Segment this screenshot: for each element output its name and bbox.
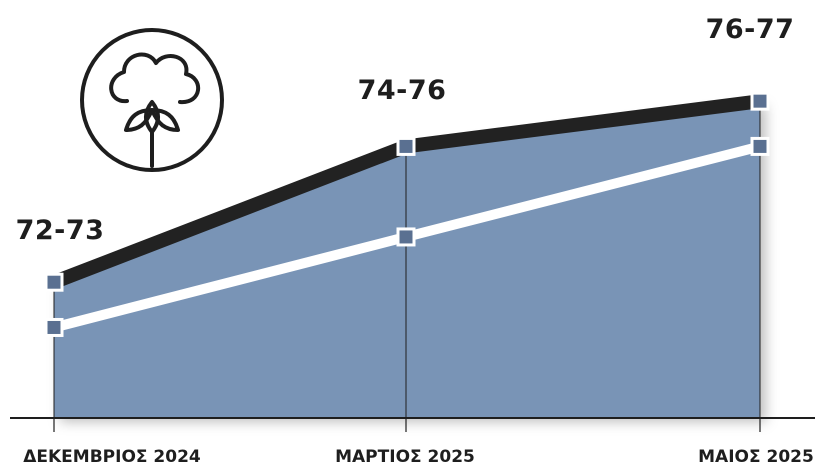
lower-series-point (750, 136, 770, 156)
lower-series-point (396, 227, 416, 247)
range-label-may-2025: 76-77 (706, 14, 795, 45)
x-tick-label-may-2025: ΜΑΙΟΣ 2025 (698, 447, 814, 467)
x-tick-label-dec-2024: ΔΕΚΕΜΒΡΙΟΣ 2024 (23, 447, 201, 467)
upper-series-point (44, 272, 64, 292)
range-label-mar-2025: 74-76 (358, 75, 447, 106)
upper-series-point (396, 136, 416, 156)
lower-series-point (44, 317, 64, 337)
cotton-plant-icon (80, 28, 224, 172)
area-fill (54, 101, 760, 418)
x-tick-label-mar-2025: ΜΑΡΤΙΟΣ 2025 (335, 447, 475, 467)
upper-series-point (750, 91, 770, 111)
range-label-dec-2024: 72-73 (16, 215, 105, 246)
